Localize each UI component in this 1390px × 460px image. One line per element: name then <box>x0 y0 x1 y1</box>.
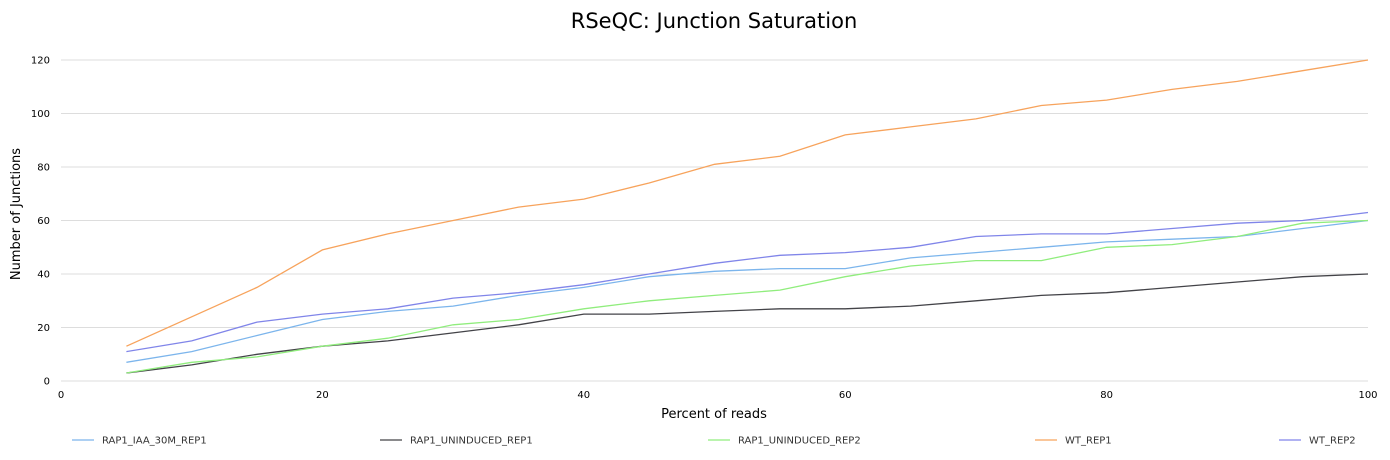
y-axis-title: Number of Junctions <box>9 148 24 280</box>
legend-label: WT_REP1 <box>1065 436 1112 447</box>
legend-item[interactable]: RAP1_UNINDUCED_REP2 <box>708 436 861 447</box>
x-tick-label: 80 <box>1100 390 1113 401</box>
chart-title: RSeQC: Junction Saturation <box>571 9 858 33</box>
axes: 0 20 40 60 80 100 120 0 20 40 60 80 100 <box>31 56 1378 402</box>
legend: RAP1_IAA_30M_REP1 RAP1_UNINDUCED_REP1 RAP1… <box>72 436 1356 447</box>
y-tick-label: 60 <box>37 216 50 227</box>
y-tick-label: 100 <box>31 109 50 120</box>
y-tick-label: 0 <box>44 377 50 388</box>
legend-item[interactable]: RAP1_IAA_30M_REP1 <box>72 436 207 447</box>
series-line-wt-rep1[interactable] <box>126 59 1369 347</box>
legend-item[interactable]: WT_REP2 <box>1279 436 1356 447</box>
y-tick-label: 40 <box>37 270 50 281</box>
legend-label: RAP1_UNINDUCED_REP2 <box>738 436 861 447</box>
y-tick-label: 120 <box>31 56 50 67</box>
x-tick-label: 60 <box>839 390 852 401</box>
x-tick-label: 20 <box>316 390 329 401</box>
y-tick-label: 80 <box>37 163 50 174</box>
series-line-rap1-iaa-30m-rep1[interactable] <box>126 219 1369 363</box>
series-lines <box>126 59 1369 374</box>
x-tick-label: 100 <box>1358 390 1377 401</box>
x-tick-label: 40 <box>577 390 590 401</box>
legend-label: RAP1_IAA_30M_REP1 <box>102 436 207 447</box>
series-line-rap1-uninduced-rep2[interactable] <box>126 219 1369 374</box>
grid-lines <box>61 59 1368 382</box>
legend-item[interactable]: WT_REP1 <box>1035 436 1112 447</box>
legend-item[interactable]: RAP1_UNINDUCED_REP1 <box>380 436 533 447</box>
legend-label: WT_REP2 <box>1309 436 1356 447</box>
x-tick-label: 0 <box>58 390 64 401</box>
series-line-rap1-uninduced-rep1[interactable] <box>126 273 1369 374</box>
y-tick-label: 20 <box>37 323 50 334</box>
legend-label: RAP1_UNINDUCED_REP1 <box>410 436 533 447</box>
series-line-wt-rep2[interactable] <box>126 211 1369 353</box>
x-axis-title: Percent of reads <box>661 407 767 422</box>
